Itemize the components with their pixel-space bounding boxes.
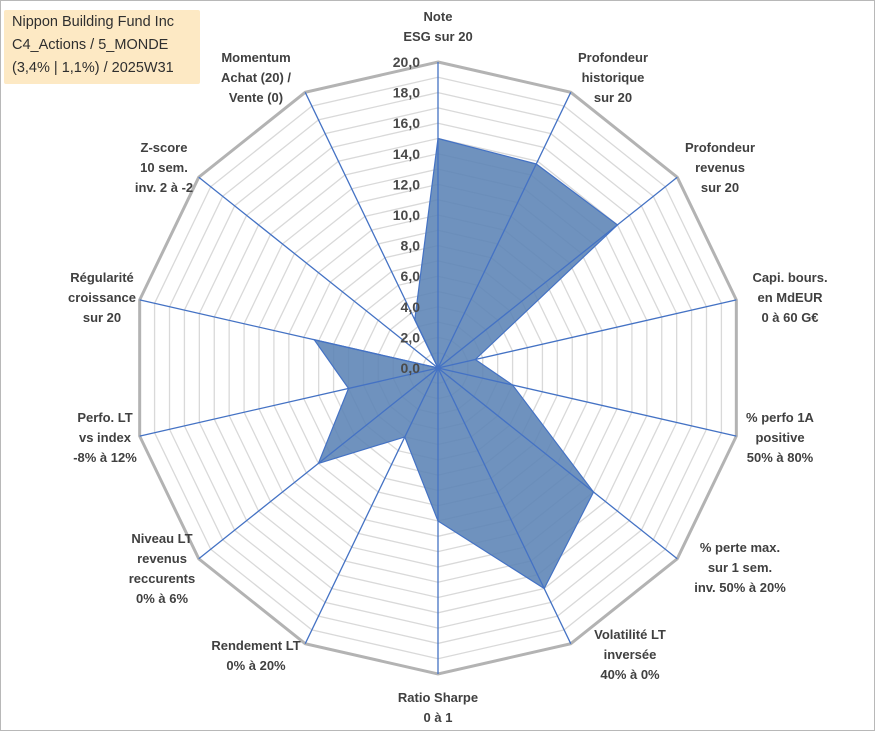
axis-label: Profondeur historique sur 20 <box>578 50 648 105</box>
axis-label-line: sur 20 <box>594 90 632 105</box>
tick-label: 8,0 <box>401 238 421 254</box>
axis-label: Volatilité LT inversée 40% à 0% <box>594 627 666 682</box>
axis-label-line: croissance <box>68 290 136 305</box>
tick-label: 20,0 <box>393 54 420 70</box>
axis-label-line: Niveau LT <box>131 531 192 546</box>
axis-spokes <box>139 62 737 674</box>
axis-label: Profondeur revenus sur 20 <box>685 140 755 195</box>
axis-label-line: Profondeur <box>685 140 755 155</box>
axis-label-line: Rendement LT <box>211 638 300 653</box>
axis-label: Perfo. LT vs index -8% à 12% <box>73 410 137 465</box>
tick-label: 14,0 <box>393 146 420 162</box>
axis-label-line: vs index <box>79 430 132 445</box>
axis-label-line: Profondeur <box>578 50 648 65</box>
axis-label-line: Volatilité LT <box>594 627 666 642</box>
axis-label: % perte max. sur 1 sem. inv. 50% à 20% <box>694 540 786 595</box>
axis-label-line: revenus <box>695 160 745 175</box>
chart-title-box: Nippon Building Fund Inc C4_Actions / 5_… <box>4 10 200 84</box>
axis-label-line: Note <box>424 9 453 24</box>
axis-label: % perfo 1A positive 50% à 80% <box>746 410 815 465</box>
axis-label-line: positive <box>755 430 804 445</box>
axis-label-line: % perte max. <box>700 540 780 555</box>
tick-label: 18,0 <box>393 85 420 101</box>
axis-label-line: en MdEUR <box>758 290 824 305</box>
axis-spoke <box>139 367 439 437</box>
axis-spoke <box>437 299 737 369</box>
axis-label: Z-score 10 sem. inv. 2 à -2 <box>135 140 193 195</box>
axis-label-line: inv. 50% à 20% <box>694 580 786 595</box>
chart-title-line-2: C4_Actions / 5_MONDE <box>12 37 169 53</box>
axis-spoke <box>304 92 439 369</box>
axis-label: Note ESG sur 20 <box>403 9 472 44</box>
axis-label-line: Régularité <box>70 270 134 285</box>
axis-label-line: inversée <box>604 647 657 662</box>
axis-label-line: 40% à 0% <box>600 667 660 682</box>
tick-label: 2,0 <box>401 329 421 345</box>
chart-title-line-3: (3,4% | 1,1%) / 2025W31 <box>12 60 174 76</box>
axis-label-line: Capi. bours. <box>752 270 827 285</box>
tick-label: 16,0 <box>393 115 420 131</box>
axis-label-line: sur 1 sem. <box>708 560 772 575</box>
axis-label-line: sur 20 <box>701 180 739 195</box>
axis-label-line: historique <box>582 70 645 85</box>
axis-label: Niveau LT revenus reccurents 0% à 6% <box>129 531 195 606</box>
axis-label-line: 10 sem. <box>140 160 188 175</box>
axis-label-line: revenus <box>137 551 187 566</box>
axis-label-line: inv. 2 à -2 <box>135 180 193 195</box>
axis-spoke <box>437 176 678 369</box>
axis-label-line: 0% à 20% <box>226 658 286 673</box>
axis-label-line: Vente (0) <box>229 90 283 105</box>
axis-label-line: 0% à 6% <box>136 591 188 606</box>
axis-label-line: 0 à 60 G€ <box>761 310 818 325</box>
axis-label: Momentum Achat (20) / Vente (0) <box>221 50 291 105</box>
axis-label-line: 50% à 80% <box>747 450 814 465</box>
axis-label-line: Z-score <box>141 140 188 155</box>
axis-label-line: Ratio Sharpe <box>398 690 478 705</box>
tick-labels: 0,0 2,0 4,0 6,0 8,0 10,0 12,0 14,0 16,0 18,0 20,0 <box>393 54 420 376</box>
axis-label-line: Perfo. LT <box>77 410 132 425</box>
axis-spoke <box>198 367 439 560</box>
axis-label-line: sur 20 <box>83 310 121 325</box>
axis-label: Régularité croissance sur 20 <box>68 270 136 325</box>
axis-spoke <box>437 367 572 644</box>
axis-label-line: 0 à 1 <box>424 710 453 725</box>
tick-label: 10,0 <box>393 207 420 223</box>
tick-label: 0,0 <box>401 360 421 376</box>
tick-label: 6,0 <box>401 268 421 284</box>
axis-label: Rendement LT 0% à 20% <box>211 638 300 673</box>
axis-label: Ratio Sharpe 0 à 1 <box>398 690 478 725</box>
chart-title-line-1: Nippon Building Fund Inc <box>12 14 175 30</box>
axis-label-line: -8% à 12% <box>73 450 137 465</box>
axis-spoke <box>437 367 678 560</box>
axis-spoke <box>304 367 439 644</box>
axis-spoke <box>437 367 737 437</box>
tick-label: 4,0 <box>401 299 421 315</box>
axis-label-line: % perfo 1A <box>746 410 815 425</box>
axis-spoke <box>437 92 572 369</box>
axis-label-line: reccurents <box>129 571 195 586</box>
axis-label: Capi. bours. en MdEUR 0 à 60 G€ <box>752 270 827 325</box>
axis-spoke <box>139 299 439 369</box>
axis-label-line: Achat (20) / <box>221 70 291 85</box>
axis-labels: Note ESG sur 20 Profondeur historique sur 20… <box>68 9 828 725</box>
axis-spoke <box>198 176 439 369</box>
axis-label-line: ESG sur 20 <box>403 29 472 44</box>
tick-label: 12,0 <box>393 176 420 192</box>
axis-label-line: Momentum <box>221 50 290 65</box>
